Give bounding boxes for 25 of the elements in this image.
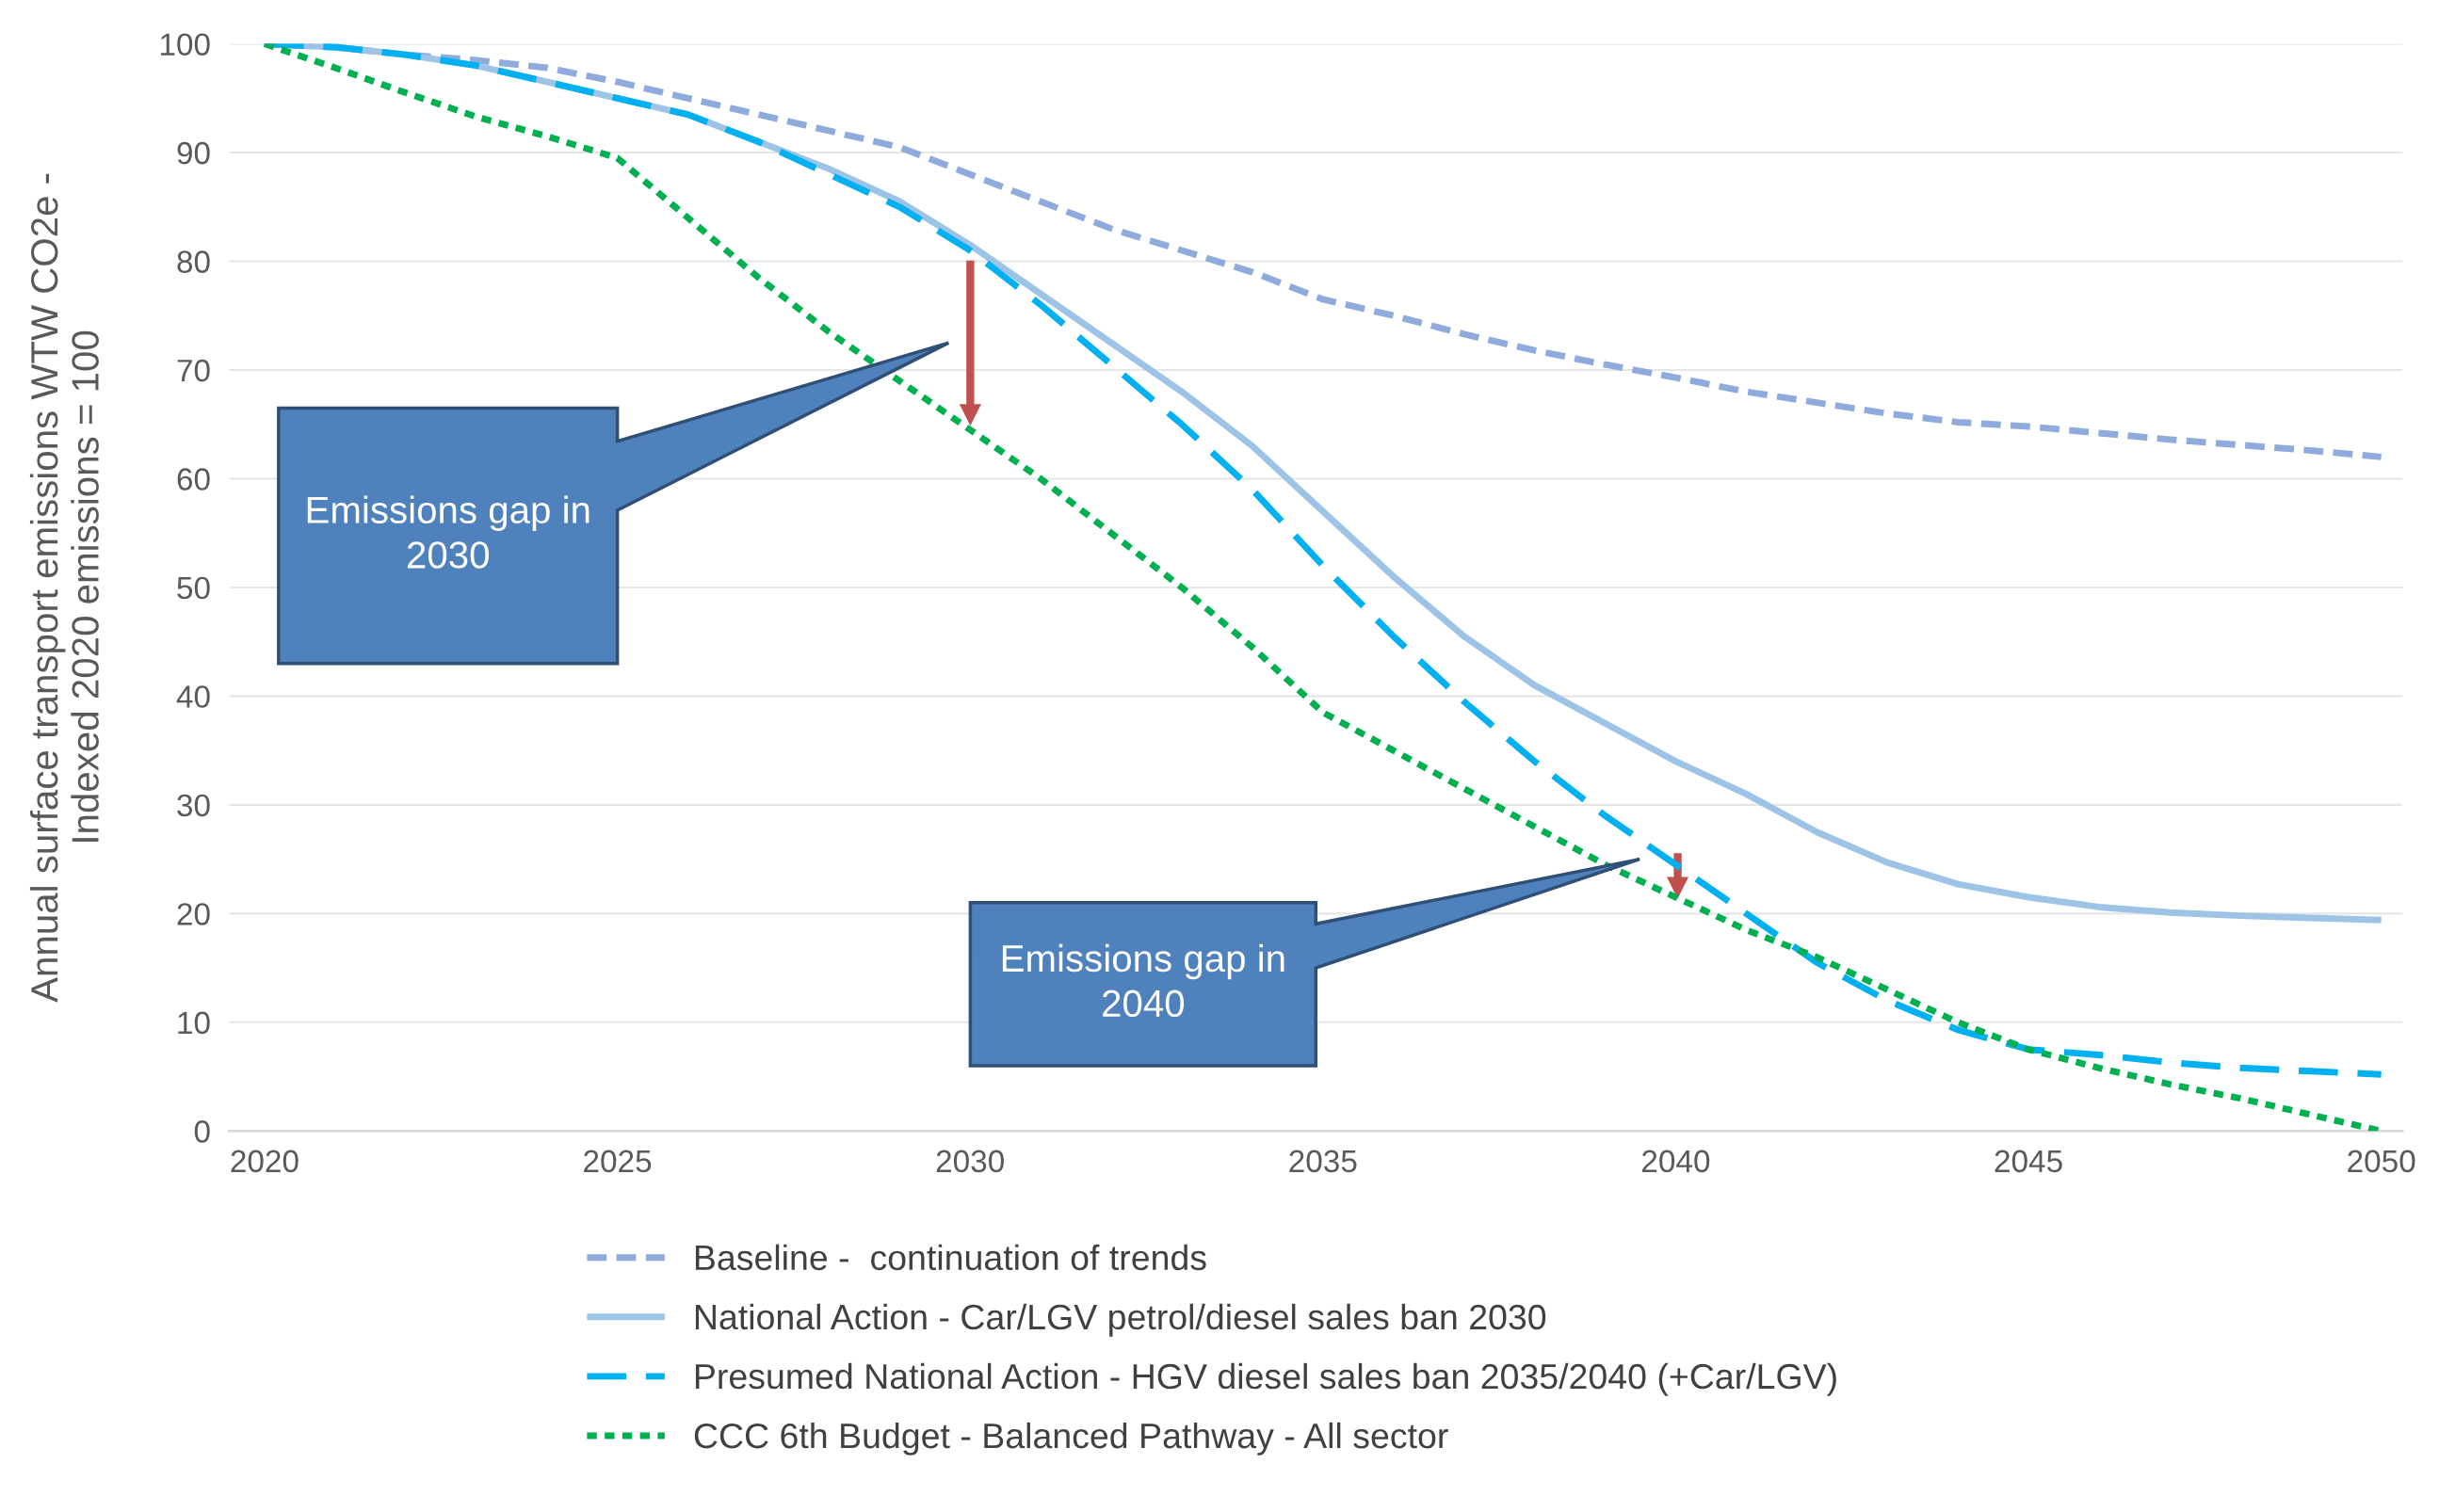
y-tick-label: 10 xyxy=(178,1011,210,1035)
legend-label: CCC 6th Budget - Balanced Pathway - All sector xyxy=(694,1422,1448,1456)
x-tick-label: 2025 xyxy=(584,1150,652,1173)
y-tick-label: 40 xyxy=(176,685,210,708)
y-tick-label: 70 xyxy=(177,359,210,382)
x-tick-label: 2020 xyxy=(231,1150,299,1173)
legend-label: Baseline - continuation of trends xyxy=(695,1244,1206,1271)
y-axis-title: Annual surface transport emissions WTW CO2e - Indexed 2020 emissions = 100 xyxy=(29,173,99,1003)
x-tick-label: 2050 xyxy=(2348,1150,2415,1173)
y-tick-label: 100 xyxy=(160,33,210,56)
legend-label: National Action - Car/LGV petrol/diesel sales ban 2030 xyxy=(695,1303,1546,1337)
annotation: Emissions gap in 2040 xyxy=(1002,943,1284,1018)
x-tick-label: 2040 xyxy=(1642,1150,1710,1173)
x-tick-label: 2045 xyxy=(1995,1150,2062,1173)
y-tick-label: 30 xyxy=(177,794,210,817)
y-tick-label: 60 xyxy=(177,468,210,491)
y-tick-label: 80 xyxy=(177,250,210,273)
y-tick-label: 0 xyxy=(194,1120,210,1143)
x-tick-label: 2035 xyxy=(1289,1150,1357,1173)
x-tick-label: 2030 xyxy=(936,1150,1004,1173)
y-tick-label: 50 xyxy=(177,576,210,600)
y-tick-label: 90 xyxy=(177,141,210,165)
legend-label: Presumed National Action - HGV diesel sales ban 2035/2040 (+Car/LGV) xyxy=(695,1362,1836,1396)
annotation: Emissions gap in 2030 xyxy=(307,495,590,569)
y-tick-label: 20 xyxy=(177,903,210,925)
